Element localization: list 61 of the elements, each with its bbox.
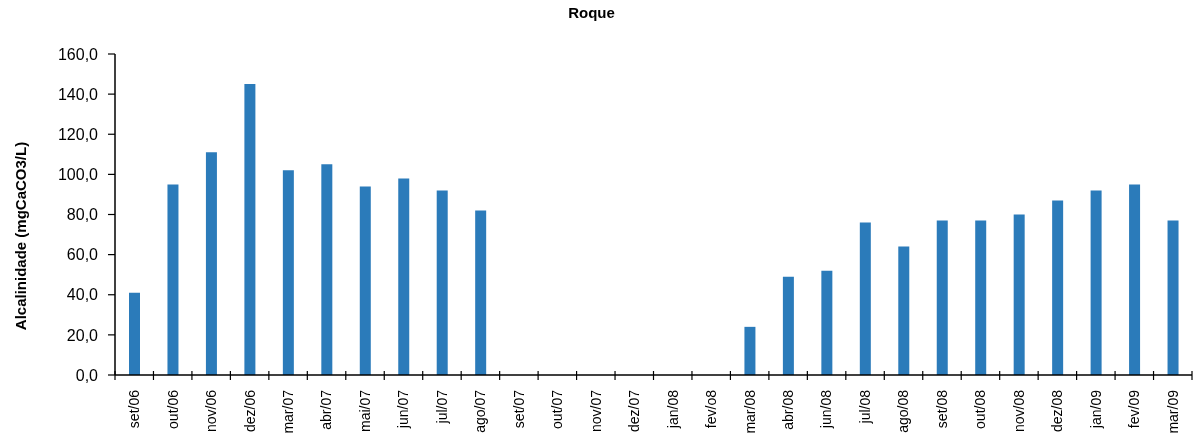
x-tick-label: out/08 [972,389,989,429]
bar [782,276,794,375]
x-tick-label: mar/09 [1164,389,1181,434]
y-tick-label: 0,0 [75,366,99,384]
bar [1013,214,1025,375]
x-tick-label: set/06 [126,389,143,429]
x-tick-label: out/07 [549,389,566,429]
x-tick-label: ago/08 [895,389,912,433]
x-tick-label: jul/07 [433,389,450,425]
bar [398,178,410,375]
x-tick-label: nov/06 [203,389,220,433]
bar [1090,190,1102,375]
x-tick-label: jul/08 [856,389,873,425]
x-tick-label: mai/07 [356,389,373,433]
bar [475,210,487,375]
bar [859,222,871,375]
x-tick-label: mar/08 [741,389,758,434]
x-tick-label: abr/08 [780,389,797,430]
x-tick-label: abr/07 [318,389,335,430]
x-tick-label: fev/o8 [703,389,720,429]
y-tick-label: 40,0 [66,286,99,304]
x-tick-label: set/08 [933,389,950,429]
x-tick-label: fev/09 [1126,389,1143,429]
bar [244,84,256,375]
bar [936,220,948,375]
bar [1052,200,1064,375]
y-tick-label: 60,0 [66,246,99,264]
bar [282,170,294,375]
bar [744,326,756,375]
y-tick-label: 160,0 [57,45,99,63]
x-tick-label: ago/07 [472,389,489,433]
bar [975,220,987,375]
x-tick-label: set/07 [510,389,527,429]
y-tick-label: 100,0 [57,166,99,184]
bar [821,270,833,375]
bar [898,246,910,375]
chart-title: Roque [567,4,616,21]
bar [205,152,217,375]
x-tick-label: out/06 [164,389,181,429]
y-tick-label: 80,0 [66,206,99,224]
bar [436,190,448,375]
y-tick-label: 20,0 [66,326,99,344]
x-tick-label: dez/06 [241,389,258,433]
y-tick-label: 140,0 [57,85,99,103]
x-tick-label: nov/08 [1010,389,1027,433]
bar [1167,220,1179,375]
x-tick-label: jun/07 [395,389,412,430]
bar [167,184,179,375]
bar [321,164,333,375]
x-tick-label: jan/09 [1087,389,1104,430]
x-tick-label: dez/08 [1049,389,1066,433]
x-tick-label: mar/07 [279,389,296,434]
bar [129,292,140,375]
x-tick-label: jan/08 [664,389,681,430]
x-tick-label: dez/07 [626,389,643,433]
bar [359,186,371,375]
y-tick-label: 120,0 [57,125,99,143]
y-axis-title: Alcalinidade (mgCaCO3/L) [12,141,29,331]
x-tick-label: jun/08 [818,389,835,430]
bar [1129,184,1141,375]
x-tick-label: nov/07 [587,389,604,433]
